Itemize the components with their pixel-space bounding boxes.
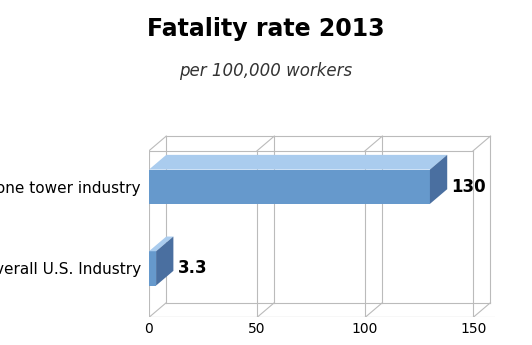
Bar: [149, 251, 156, 286]
Text: 130: 130: [452, 178, 486, 196]
Text: Fatality rate 2013: Fatality rate 2013: [147, 17, 385, 41]
Text: 3.3: 3.3: [178, 259, 207, 277]
Text: per 100,000 workers: per 100,000 workers: [179, 62, 353, 80]
Polygon shape: [149, 155, 447, 170]
Polygon shape: [149, 237, 173, 251]
Polygon shape: [156, 237, 173, 286]
Bar: [149, 170, 430, 204]
Polygon shape: [430, 155, 447, 204]
